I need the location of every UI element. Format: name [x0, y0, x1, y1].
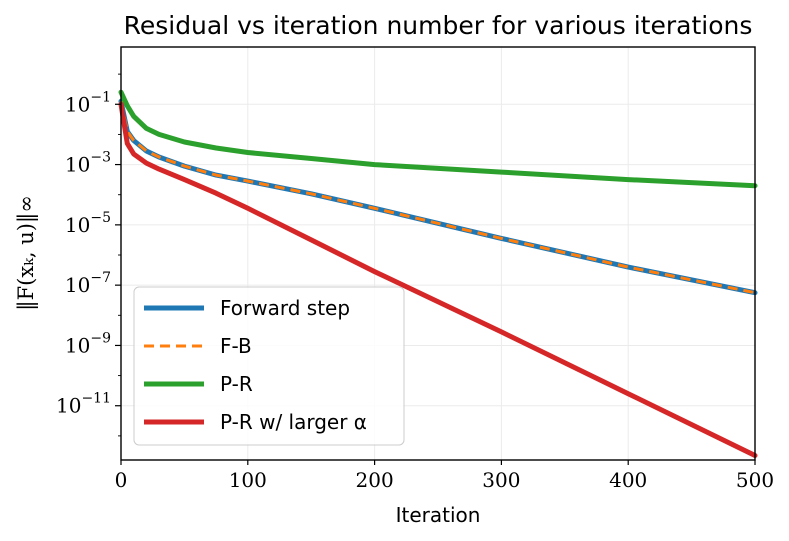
x-tick-label: 400 — [609, 468, 647, 492]
legend-label-0: Forward step — [220, 296, 350, 320]
axes — [120, 46, 756, 461]
legend-box — [133, 286, 405, 446]
y-tick-label: 10−5 — [65, 210, 111, 237]
x-tick-label: 300 — [482, 468, 520, 492]
series-line-1 — [119, 100, 756, 295]
x-tick-label: 0 — [115, 468, 128, 492]
y-ticks: 10−1 10−3 10−5 10−7 10−9 10−11 — [56, 73, 121, 437]
y-tick-label: 10−11 — [56, 391, 111, 418]
y-axis-label: ‖F(xₖ, u)‖∞ — [14, 195, 39, 311]
x-tick-label: 200 — [356, 468, 394, 492]
x-tick-label: 500 — [736, 468, 774, 492]
legend-label-3: P-R w/ larger α — [220, 410, 367, 434]
legend: Forward step F-B P-R P-R w/ larger α — [133, 286, 405, 446]
y-tick-label: 10−3 — [65, 150, 111, 177]
legend-label-1: F-B — [220, 334, 252, 358]
x-ticks: 0 100 200 300 400 500 — [115, 460, 774, 492]
series-line-3 — [118, 101, 758, 458]
legend-label-2: P-R — [220, 372, 253, 396]
y-tick-label: 10−9 — [65, 330, 111, 357]
plot-frame — [120, 46, 756, 461]
series-line-2 — [118, 89, 758, 189]
chart-title: Residual vs iteration number for various… — [124, 11, 753, 40]
x-tick-label: 100 — [229, 468, 267, 492]
y-tick-label: 10−7 — [65, 270, 111, 297]
x-axis-label: Iteration — [396, 503, 481, 527]
series-line-0 — [118, 98, 758, 296]
series-layer — [118, 89, 758, 458]
y-tick-label: 10−1 — [65, 89, 111, 116]
